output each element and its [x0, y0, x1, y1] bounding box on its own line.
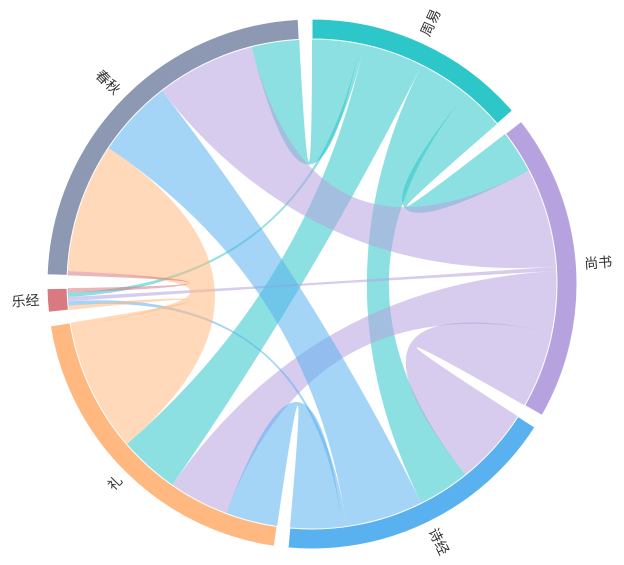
group-label: 尚书 — [584, 255, 613, 273]
group-arc — [46, 287, 69, 313]
ribbon — [226, 402, 343, 529]
ribbon — [172, 271, 557, 514]
ribbon — [67, 271, 190, 293]
group-label: 乐经 — [11, 293, 40, 311]
ribbons — [67, 39, 557, 529]
ribbon — [402, 93, 530, 213]
group-arc — [46, 18, 300, 276]
ribbon — [251, 39, 360, 165]
group-arc — [311, 18, 514, 125]
ribbon — [405, 322, 553, 475]
ribbon — [67, 298, 191, 328]
group-label: 周易 — [418, 7, 444, 39]
group-arc — [49, 322, 278, 547]
group-arc — [287, 415, 536, 550]
ribbon — [366, 64, 466, 504]
ribbon — [126, 44, 422, 486]
group-label: 诗经 — [425, 526, 452, 558]
ribbon — [67, 266, 557, 302]
ribbon — [67, 147, 215, 445]
group-label: 礼 — [105, 473, 126, 494]
group-label: 春秋 — [92, 67, 123, 98]
group-arc — [504, 120, 578, 417]
ribbon — [108, 90, 422, 527]
ribbon — [161, 46, 557, 269]
